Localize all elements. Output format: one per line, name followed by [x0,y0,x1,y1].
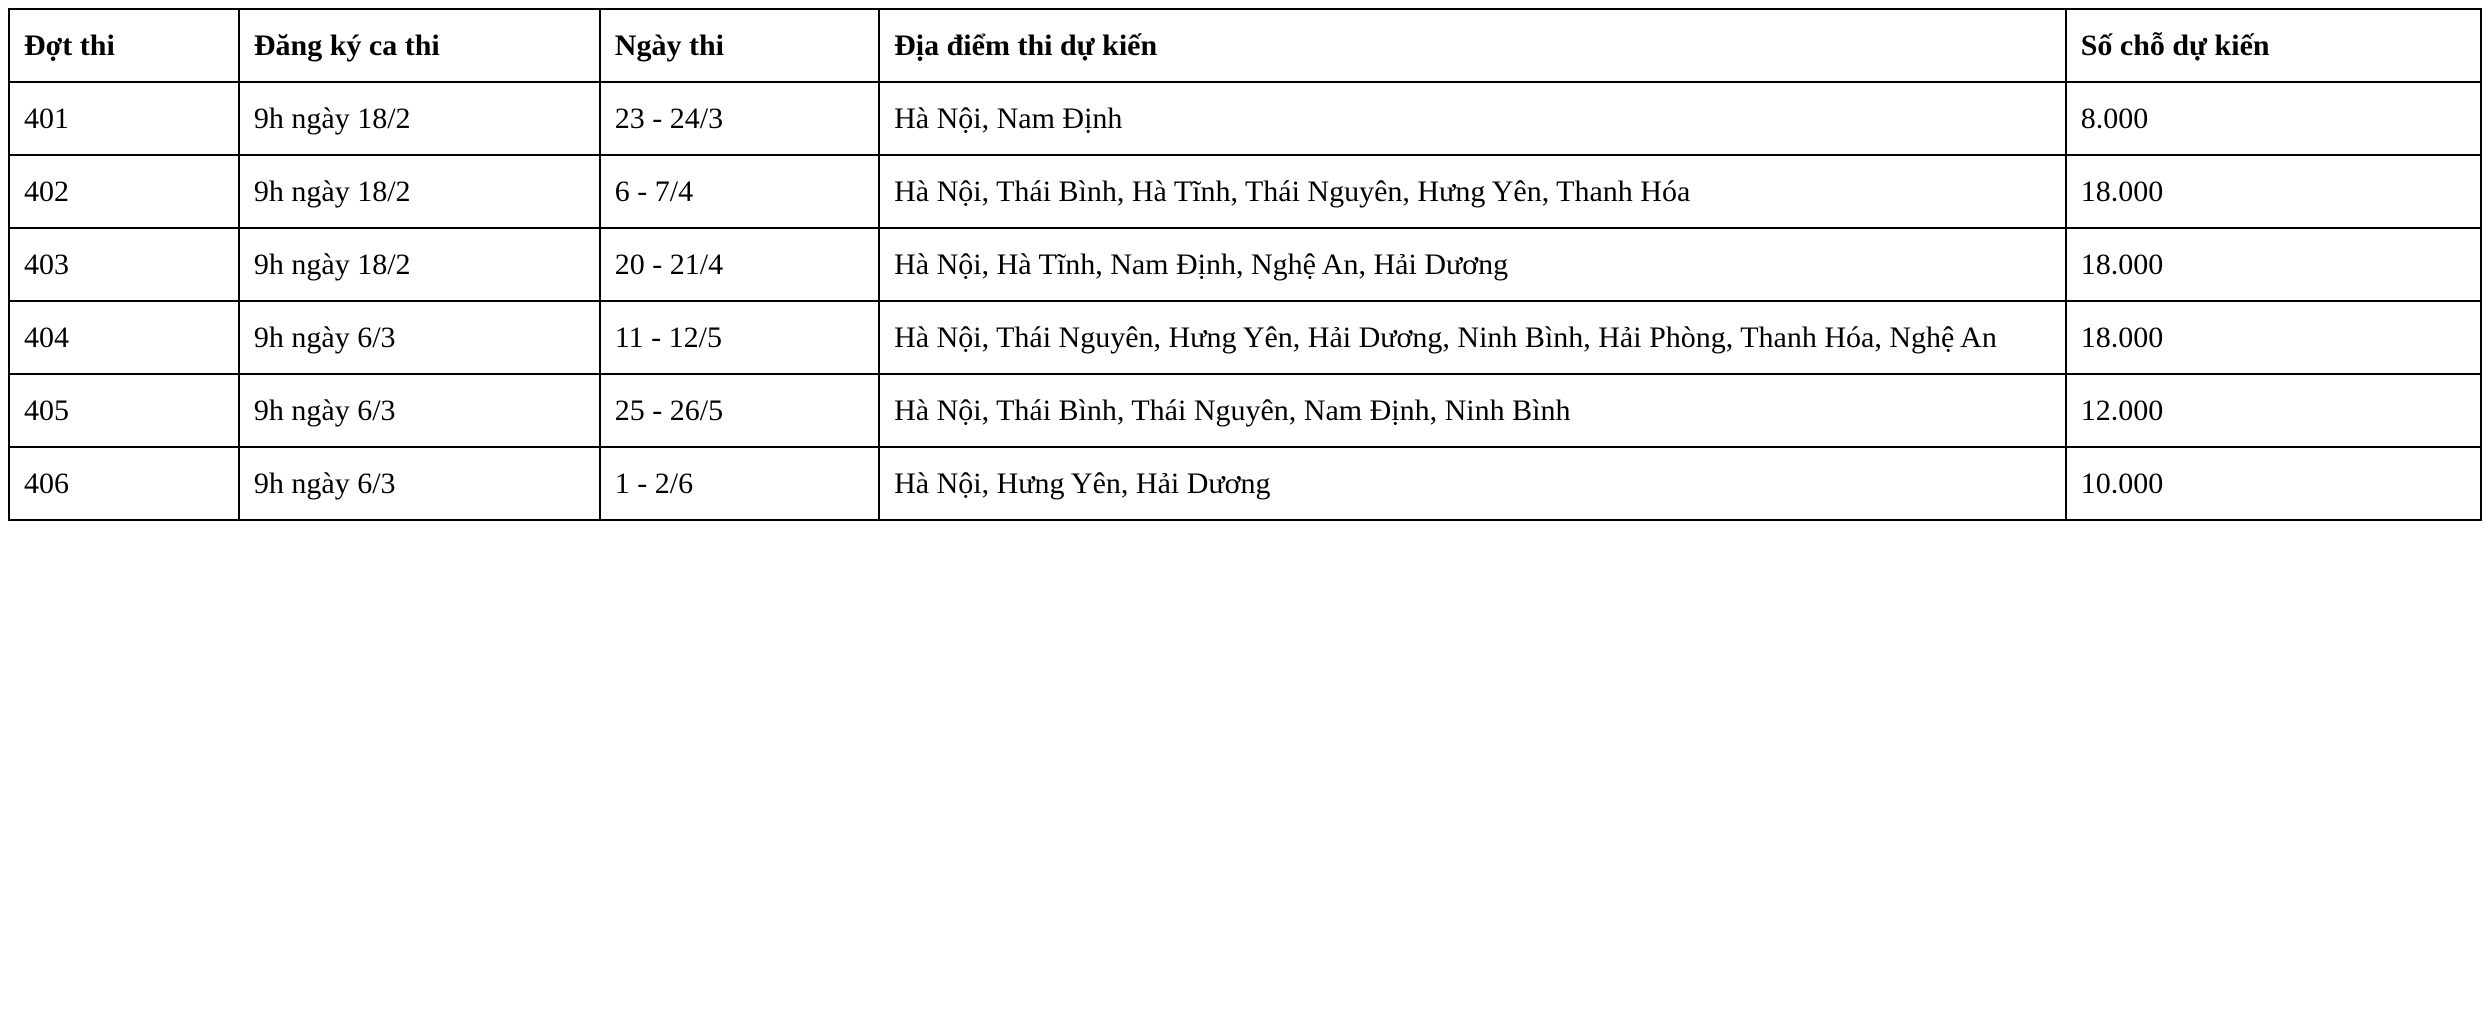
cell-dot-thi: 402 [9,155,239,228]
cell-dot-thi: 403 [9,228,239,301]
cell-so-cho: 12.000 [2066,374,2481,447]
table-row: 404 9h ngày 6/3 11 - 12/5 Hà Nội, Thái N… [9,301,2481,374]
col-header-dot-thi: Đợt thi [9,9,239,82]
table-row: 403 9h ngày 18/2 20 - 21/4 Hà Nội, Hà Tĩ… [9,228,2481,301]
cell-ngay-thi: 1 - 2/6 [600,447,879,520]
cell-dang-ky: 9h ngày 6/3 [239,301,600,374]
col-header-dia-diem: Địa điểm thi dự kiến [879,9,2066,82]
cell-dot-thi: 405 [9,374,239,447]
cell-dot-thi: 406 [9,447,239,520]
cell-dang-ky: 9h ngày 6/3 [239,374,600,447]
cell-dot-thi: 401 [9,82,239,155]
cell-ngay-thi: 25 - 26/5 [600,374,879,447]
cell-dia-diem: Hà Nội, Thái Bình, Hà Tĩnh, Thái Nguyên,… [879,155,2066,228]
cell-dia-diem: Hà Nội, Thái Nguyên, Hưng Yên, Hải Dương… [879,301,2066,374]
cell-dang-ky: 9h ngày 18/2 [239,82,600,155]
col-header-so-cho: Số chỗ dự kiến [2066,9,2481,82]
cell-dot-thi: 404 [9,301,239,374]
cell-so-cho: 18.000 [2066,301,2481,374]
cell-dang-ky: 9h ngày 6/3 [239,447,600,520]
cell-so-cho: 8.000 [2066,82,2481,155]
cell-dang-ky: 9h ngày 18/2 [239,228,600,301]
cell-so-cho: 18.000 [2066,228,2481,301]
table-row: 406 9h ngày 6/3 1 - 2/6 Hà Nội, Hưng Yên… [9,447,2481,520]
cell-dia-diem: Hà Nội, Hưng Yên, Hải Dương [879,447,2066,520]
col-header-dang-ky: Đăng ký ca thi [239,9,600,82]
cell-ngay-thi: 11 - 12/5 [600,301,879,374]
col-header-ngay-thi: Ngày thi [600,9,879,82]
exam-schedule-table: Đợt thi Đăng ký ca thi Ngày thi Địa điểm… [8,8,2482,521]
table-header-row: Đợt thi Đăng ký ca thi Ngày thi Địa điểm… [9,9,2481,82]
cell-ngay-thi: 6 - 7/4 [600,155,879,228]
table-row: 401 9h ngày 18/2 23 - 24/3 Hà Nội, Nam Đ… [9,82,2481,155]
table-row: 402 9h ngày 18/2 6 - 7/4 Hà Nội, Thái Bì… [9,155,2481,228]
cell-so-cho: 18.000 [2066,155,2481,228]
cell-so-cho: 10.000 [2066,447,2481,520]
cell-dia-diem: Hà Nội, Hà Tĩnh, Nam Định, Nghệ An, Hải … [879,228,2066,301]
cell-ngay-thi: 20 - 21/4 [600,228,879,301]
table-row: 405 9h ngày 6/3 25 - 26/5 Hà Nội, Thái B… [9,374,2481,447]
cell-dia-diem: Hà Nội, Thái Bình, Thái Nguyên, Nam Định… [879,374,2066,447]
cell-dang-ky: 9h ngày 18/2 [239,155,600,228]
cell-ngay-thi: 23 - 24/3 [600,82,879,155]
cell-dia-diem: Hà Nội, Nam Định [879,82,2066,155]
